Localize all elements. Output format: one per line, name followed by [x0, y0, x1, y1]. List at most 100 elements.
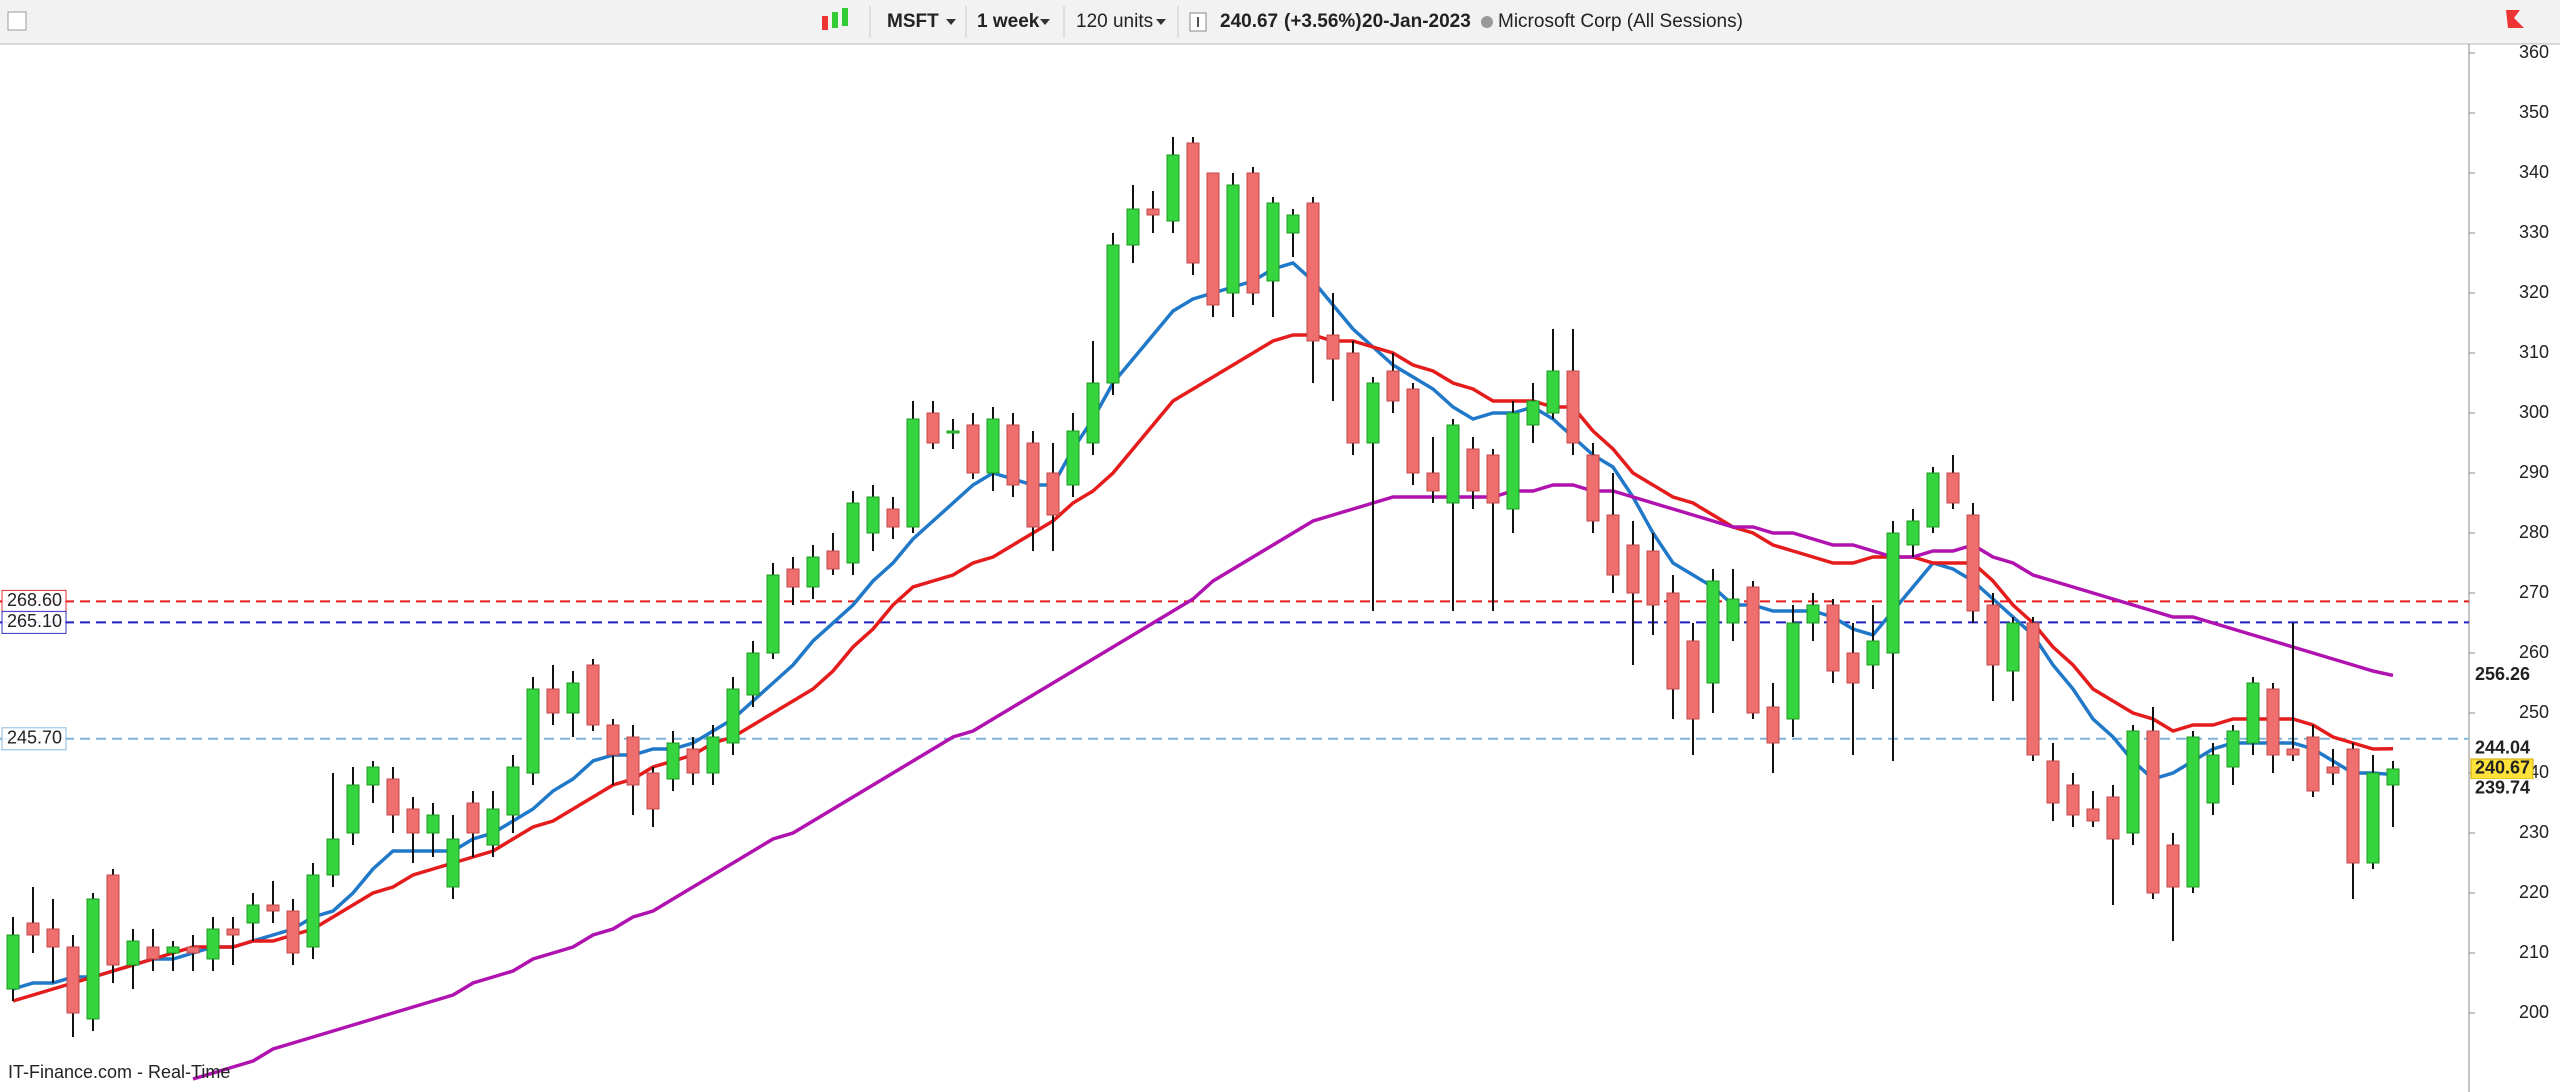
y-tick-label: 200 [2519, 1002, 2549, 1022]
interval[interactable]: 1 week [977, 11, 1040, 32]
candle-body [2266, 688, 2280, 756]
checkbox[interactable] [7, 11, 27, 31]
candle-body [586, 664, 600, 726]
candle-body [1986, 604, 2000, 666]
value-tag-box [2471, 778, 2533, 799]
candle-body [126, 940, 140, 966]
symbol[interactable]: MSFT [887, 11, 939, 32]
candle-body [1626, 544, 1640, 594]
value-tag: 244.04 [2475, 738, 2530, 758]
moving-average [192, 483, 2394, 1081]
session-dot [1481, 16, 1493, 28]
dropdown-arrow[interactable] [1156, 19, 1166, 25]
candle-body [26, 922, 40, 936]
candle-body [986, 418, 1000, 474]
candle-body [1166, 154, 1180, 222]
alert-icon[interactable] [2506, 10, 2524, 28]
value-tag: 256.26 [2475, 664, 2530, 684]
units[interactable]: 120 units [1076, 11, 1153, 32]
candle-body [946, 430, 960, 434]
y-tick-label: 340 [2519, 162, 2549, 182]
candle-body [1486, 454, 1500, 504]
candle-body [666, 742, 680, 780]
candle-body [306, 874, 320, 948]
candle-body [1766, 706, 1780, 744]
candle-body [1426, 472, 1440, 492]
candle-body [2166, 844, 2180, 888]
candle-body [1806, 604, 1820, 624]
candle-body [2126, 730, 2140, 834]
y-tick-label: 220 [2519, 882, 2549, 902]
y-tick-label: 290 [2519, 462, 2549, 482]
candle-body [506, 766, 520, 816]
candle-body [446, 838, 460, 888]
level-label-box [1, 610, 67, 634]
candle-body [326, 838, 340, 876]
candle-body [166, 946, 180, 954]
level-label: 268.60 [7, 590, 62, 610]
candle-body [1126, 208, 1140, 246]
icon-bar [842, 8, 848, 26]
candle-body [1366, 382, 1380, 444]
candle-body [246, 904, 260, 924]
candle-body [346, 784, 360, 834]
y-tick-label: 320 [2519, 282, 2549, 302]
moving-average [12, 333, 2394, 1003]
candle-body [546, 688, 560, 714]
candle-body [786, 568, 800, 588]
candle-body [1046, 472, 1060, 516]
candle-body [566, 682, 580, 714]
candle-body [1826, 604, 1840, 672]
y-tick-label: 250 [2519, 702, 2549, 722]
y-tick-label: 310 [2519, 342, 2549, 362]
candle-body [766, 574, 780, 654]
candle-body [2206, 754, 2220, 804]
candle-body [406, 808, 420, 834]
candle-body [826, 550, 840, 570]
candle-body [2326, 766, 2340, 774]
candle-body [1406, 388, 1420, 474]
moving-average [12, 261, 2394, 991]
candle-body [1846, 652, 1860, 684]
price-change: (+3.56%) [1284, 11, 1362, 32]
candle-body [726, 688, 740, 744]
candle-body [1946, 472, 1960, 504]
candle-body [1386, 370, 1400, 402]
candle-body [266, 904, 280, 912]
candle-body [806, 556, 820, 588]
value-tag-box [2471, 665, 2533, 686]
candle-body [2186, 736, 2200, 888]
candle-body [1106, 244, 1120, 384]
candle-body [286, 910, 300, 954]
y-tick-label: 300 [2519, 402, 2549, 422]
candle-body [6, 934, 20, 990]
candle-body [46, 928, 60, 948]
candle-body [2246, 682, 2260, 744]
candle-body [746, 652, 760, 696]
candle-body [146, 946, 160, 960]
candle-body [1666, 592, 1680, 690]
value-tag: 239.74 [2475, 778, 2530, 798]
dropdown-arrow[interactable] [946, 19, 956, 25]
y-tick-label: 350 [2519, 102, 2549, 122]
candle-body [1786, 622, 1800, 720]
candle-body [966, 424, 980, 474]
y-tick-label: 330 [2519, 222, 2549, 242]
candle-body [706, 736, 720, 774]
candle-body [2106, 796, 2120, 840]
description: Microsoft Corp (All Sessions) [1498, 11, 1743, 32]
value-tag: 240.67 [2475, 758, 2530, 778]
candle-body [2026, 622, 2040, 756]
candle-body [186, 946, 200, 954]
candle-body [606, 724, 620, 756]
chart-type-icon[interactable] [822, 8, 848, 30]
candle-body [1726, 598, 1740, 624]
candle-body [2286, 748, 2300, 756]
y-tick-label: 270 [2519, 582, 2549, 602]
dropdown-arrow[interactable] [1040, 19, 1050, 25]
footer: IT-Finance.com - Real-Time [8, 1062, 230, 1082]
candle-body [846, 502, 860, 564]
candle-body [1466, 448, 1480, 492]
candle-body [1886, 532, 1900, 654]
